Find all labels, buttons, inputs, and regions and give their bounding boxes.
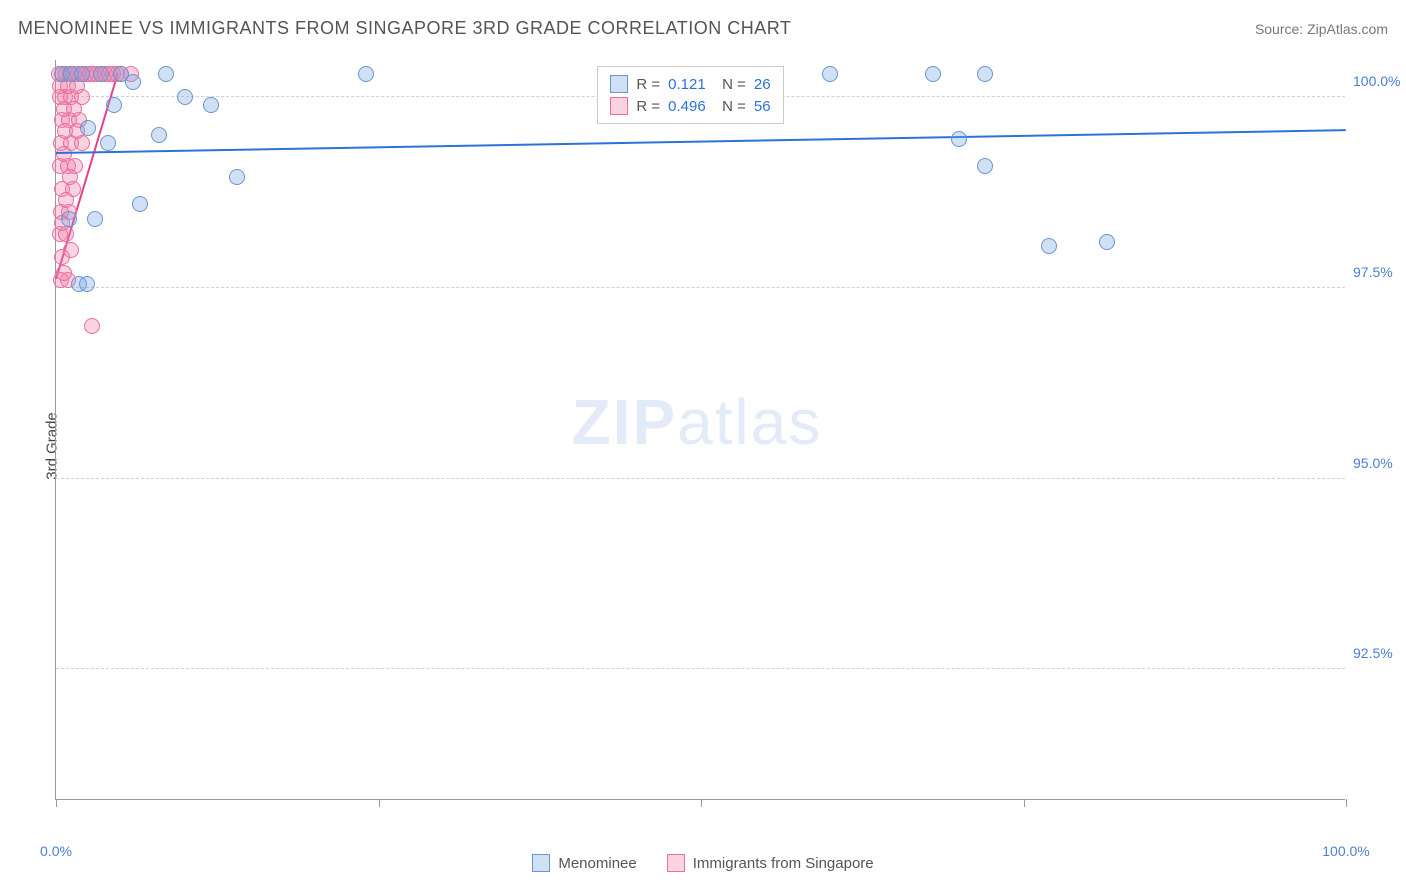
data-point	[93, 66, 109, 82]
x-tick	[1346, 799, 1347, 807]
data-point	[358, 66, 374, 82]
data-point	[203, 97, 219, 113]
data-point	[229, 169, 245, 185]
data-point	[977, 158, 993, 174]
data-point	[951, 131, 967, 147]
data-point	[100, 135, 116, 151]
data-point	[1099, 234, 1115, 250]
source-label: Source: ZipAtlas.com	[1255, 21, 1388, 37]
trend-line	[56, 129, 1346, 154]
correlation-legend: R = 0.121 N = 26 R = 0.496 N = 56	[597, 66, 783, 124]
r-label: R =	[636, 76, 660, 93]
legend-swatch	[610, 97, 628, 115]
bottom-legend-item: Immigrants from Singapore	[667, 854, 874, 872]
data-point	[58, 192, 74, 208]
legend-swatch	[532, 854, 550, 872]
n-label: N =	[722, 76, 746, 93]
r-value: 0.496	[668, 98, 714, 115]
data-point	[925, 66, 941, 82]
x-tick	[701, 799, 702, 807]
bottom-legend: Menominee Immigrants from Singapore	[0, 854, 1406, 872]
data-point	[74, 66, 90, 82]
data-point	[87, 211, 103, 227]
r-value: 0.121	[668, 76, 714, 93]
watermark-bold: ZIP	[572, 386, 678, 458]
data-point	[106, 97, 122, 113]
chart-title: MENOMINEE VS IMMIGRANTS FROM SINGAPORE 3…	[18, 18, 791, 39]
data-point	[63, 242, 79, 258]
data-point	[79, 276, 95, 292]
data-point	[61, 211, 77, 227]
data-point	[158, 66, 174, 82]
y-tick-label: 97.5%	[1353, 264, 1403, 280]
legend-label: Menominee	[558, 855, 636, 872]
r-label: R =	[636, 98, 660, 115]
watermark-light: atlas	[677, 386, 822, 458]
plot-area: ZIPatlas 92.5%95.0%97.5%100.0%0.0%100.0%…	[55, 60, 1345, 800]
data-point	[132, 196, 148, 212]
title-row: MENOMINEE VS IMMIGRANTS FROM SINGAPORE 3…	[18, 18, 1388, 39]
correlation-legend-row: R = 0.121 N = 26	[610, 73, 770, 95]
data-point	[177, 89, 193, 105]
data-point	[151, 127, 167, 143]
gridline-h	[56, 478, 1345, 479]
data-point	[125, 74, 141, 90]
legend-swatch	[610, 75, 628, 93]
x-tick	[1024, 799, 1025, 807]
data-point	[977, 66, 993, 82]
data-point	[1041, 238, 1057, 254]
n-value: 56	[754, 98, 771, 115]
x-tick	[379, 799, 380, 807]
y-tick-label: 92.5%	[1353, 645, 1403, 661]
gridline-h	[56, 668, 1345, 669]
legend-label: Immigrants from Singapore	[693, 855, 874, 872]
data-point	[56, 146, 72, 162]
data-point	[80, 120, 96, 136]
data-point	[62, 169, 78, 185]
watermark: ZIPatlas	[572, 385, 823, 459]
data-point	[56, 265, 72, 281]
n-label: N =	[722, 98, 746, 115]
y-tick-label: 95.0%	[1353, 455, 1403, 471]
x-tick	[56, 799, 57, 807]
gridline-h	[56, 287, 1345, 288]
data-point	[66, 101, 82, 117]
correlation-legend-row: R = 0.496 N = 56	[610, 95, 770, 117]
data-point	[84, 318, 100, 334]
bottom-legend-item: Menominee	[532, 854, 636, 872]
y-tick-label: 100.0%	[1353, 73, 1403, 89]
data-point	[822, 66, 838, 82]
n-value: 26	[754, 76, 771, 93]
legend-swatch	[667, 854, 685, 872]
